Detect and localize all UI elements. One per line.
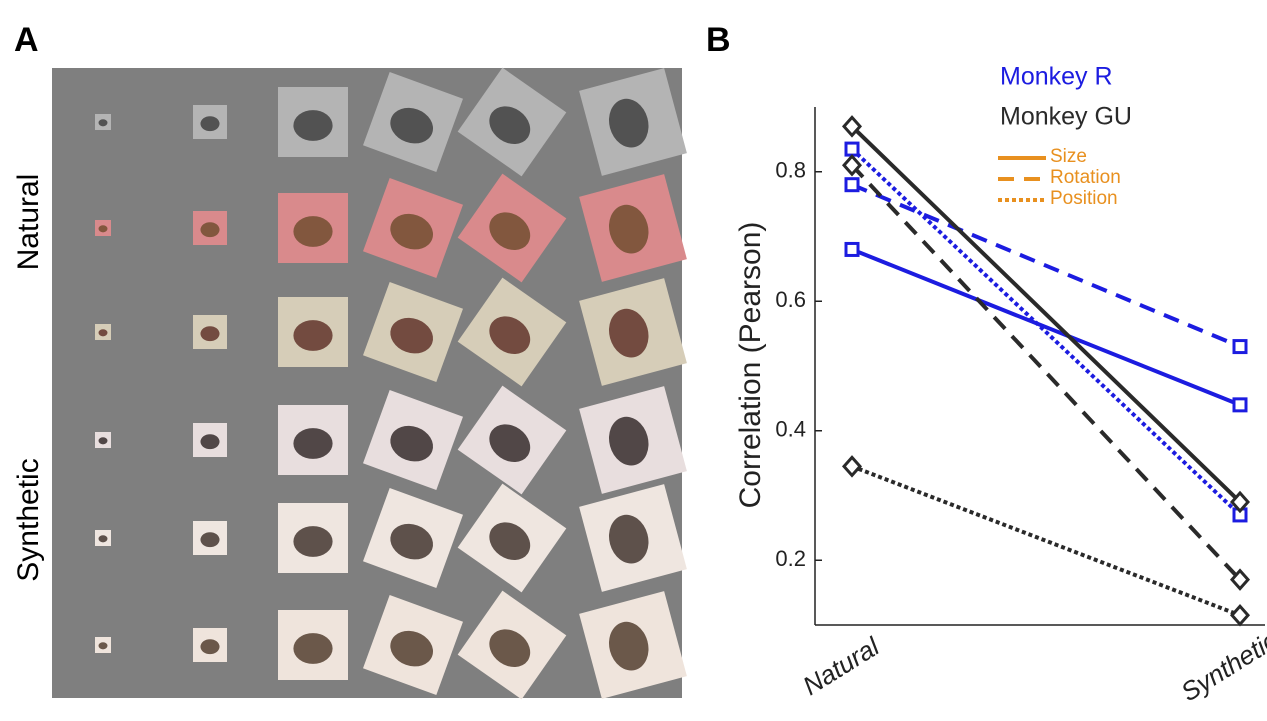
thumbnail-object bbox=[293, 110, 332, 141]
thumbnail-object bbox=[99, 535, 108, 542]
legend-label: Rotation bbox=[1050, 167, 1121, 188]
y-tick-label: 0.8 bbox=[775, 158, 806, 183]
series-line bbox=[852, 466, 1240, 615]
thumbnail bbox=[95, 324, 111, 340]
x-tick-label: Natural bbox=[797, 631, 885, 702]
panel-label: B bbox=[706, 21, 731, 59]
thumbnail bbox=[193, 211, 227, 245]
marker bbox=[846, 179, 858, 191]
thumbnail bbox=[278, 503, 348, 573]
thumbnail-object bbox=[293, 633, 332, 664]
thumbnail-object bbox=[200, 116, 219, 131]
thumbnail-object bbox=[200, 434, 219, 449]
series-line bbox=[852, 165, 1240, 579]
series-line bbox=[852, 185, 1240, 347]
thumbnail bbox=[278, 610, 348, 680]
marker bbox=[844, 457, 860, 475]
thumbnail bbox=[278, 297, 348, 367]
thumbnail bbox=[278, 405, 348, 475]
thumbnail bbox=[95, 530, 111, 546]
thumbnail-object bbox=[200, 326, 219, 341]
thumbnail-object bbox=[99, 119, 108, 126]
y-tick-label: 0.2 bbox=[775, 546, 806, 571]
figure: A B Natural Synthetic Correlation (Pears… bbox=[0, 0, 1267, 721]
marker bbox=[846, 243, 858, 255]
thumbnail-object bbox=[293, 428, 332, 459]
thumbnail bbox=[95, 114, 111, 130]
marker bbox=[1234, 399, 1246, 411]
series-line bbox=[852, 126, 1240, 502]
thumbnail bbox=[193, 521, 227, 555]
thumbnail-object bbox=[99, 437, 108, 444]
marker bbox=[1234, 341, 1246, 353]
thumbnail bbox=[95, 220, 111, 236]
thumbnail-object bbox=[200, 532, 219, 547]
legend-label: Monkey R bbox=[1000, 63, 1113, 91]
x-tick-label: Synthetic bbox=[1176, 625, 1267, 707]
series-line bbox=[852, 249, 1240, 404]
thumbnail bbox=[193, 105, 227, 139]
row-label: Natural bbox=[12, 174, 45, 271]
legend-label: Size bbox=[1050, 146, 1087, 167]
row-label: Synthetic bbox=[12, 458, 45, 581]
thumbnail bbox=[95, 432, 111, 448]
image-grid-background bbox=[52, 68, 682, 698]
y-tick-label: 0.6 bbox=[775, 287, 806, 312]
marker bbox=[1232, 606, 1248, 624]
thumbnail-object bbox=[200, 222, 219, 237]
thumbnail bbox=[193, 628, 227, 662]
thumbnail bbox=[193, 423, 227, 457]
thumbnail-object bbox=[293, 216, 332, 247]
thumbnail-object bbox=[293, 320, 332, 351]
legend-label: Monkey GU bbox=[1000, 103, 1132, 131]
thumbnail-object bbox=[200, 639, 219, 654]
thumbnail-object bbox=[293, 526, 332, 557]
thumbnail bbox=[278, 87, 348, 157]
panel-label: A bbox=[14, 21, 39, 59]
y-tick-label: 0.4 bbox=[775, 417, 806, 442]
thumbnail bbox=[95, 637, 111, 653]
thumbnail bbox=[193, 315, 227, 349]
marker bbox=[846, 143, 858, 155]
series-line bbox=[852, 149, 1240, 515]
legend-label: Position bbox=[1050, 188, 1118, 209]
thumbnail-object bbox=[99, 225, 108, 232]
thumbnail-object bbox=[99, 329, 108, 336]
y-axis-label: Correlation (Pearson) bbox=[734, 222, 767, 509]
thumbnail bbox=[278, 193, 348, 263]
thumbnail-object bbox=[99, 642, 108, 649]
